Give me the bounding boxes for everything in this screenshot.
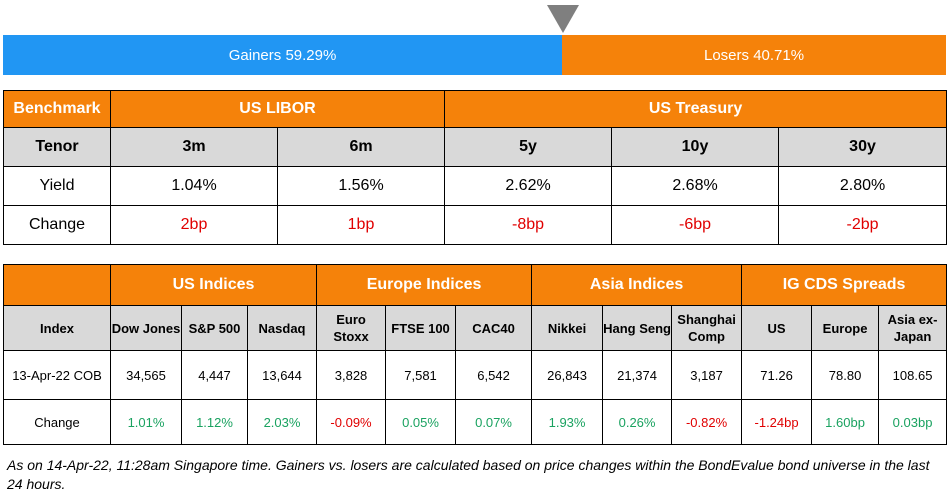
us-indices-header: US Indices <box>109 264 318 306</box>
gainers-label: Gainers 59.29% <box>228 46 337 64</box>
index-change-cell: 0.07% <box>455 399 533 445</box>
index-label: Index <box>3 305 111 351</box>
yield-label: Yield <box>3 166 111 206</box>
index-value-cell: 6,542 <box>455 350 533 400</box>
date-label: 13-Apr-22 COB <box>3 350 111 400</box>
index-value-cell: 108.65 <box>878 350 948 400</box>
index-change-cell: 1.12% <box>181 399 248 445</box>
rate-change-cell: -8bp <box>444 205 613 245</box>
europe-indices-header: Europe Indices <box>316 264 533 306</box>
index-value-cell: 7,581 <box>385 350 457 400</box>
tenor-cell: 3m <box>110 127 278 167</box>
rate-change-cell: -2bp <box>778 205 948 245</box>
index-name-cell: S&P 500 <box>181 305 248 351</box>
yield-cell: 1.56% <box>276 166 446 206</box>
index-change-label: Change <box>3 399 111 445</box>
asia-indices-header: Asia Indices <box>531 264 743 306</box>
index-change-cell: 1.93% <box>531 399 604 445</box>
yield-cell: 2.80% <box>778 166 948 206</box>
benchmark-header: Benchmark <box>3 90 111 128</box>
rates-table: Benchmark US LIBOR US Treasury Tenor 3m … <box>3 90 948 245</box>
index-change-cell: -0.09% <box>316 399 387 445</box>
index-value-cell: 3,828 <box>316 350 387 400</box>
index-change-cell: 1.01% <box>110 399 182 445</box>
change-label: Change <box>3 205 111 245</box>
footnote: As on 14-Apr-22, 11:28am Singapore time.… <box>7 457 930 492</box>
index-name-cell: Europe <box>811 305 880 351</box>
ratio-marker-icon <box>547 5 579 33</box>
index-value-cell: 34,565 <box>110 350 182 400</box>
index-value-cell: 4,447 <box>181 350 248 400</box>
rate-change-cell: 1bp <box>276 205 446 245</box>
index-name-cell: US <box>741 305 813 351</box>
index-value-cell: 71.26 <box>741 350 813 400</box>
index-value-cell: 3,187 <box>671 350 743 400</box>
index-value-cell: 21,374 <box>602 350 673 400</box>
index-change-cell: 2.03% <box>246 399 318 445</box>
losers-segment: Losers 40.71% <box>562 35 946 75</box>
tenor-label: Tenor <box>3 127 111 167</box>
index-change-cell: -0.82% <box>671 399 743 445</box>
gainers-segment: Gainers 59.29% <box>3 35 563 75</box>
index-name-cell: Asia ex-Japan <box>878 305 948 351</box>
index-name-cell: Shanghai Comp <box>671 305 743 351</box>
index-name-cell: Euro Stoxx <box>316 305 387 351</box>
index-name-cell: Nikkei <box>531 305 604 351</box>
cds-spreads-header: IG CDS Spreads <box>741 264 948 306</box>
index-name-cell: CAC40 <box>455 305 533 351</box>
index-name-cell: Dow Jones <box>110 305 182 351</box>
treasury-header: US Treasury <box>444 90 948 128</box>
index-change-cell: 0.05% <box>385 399 457 445</box>
losers-label: Losers 40.71% <box>704 46 805 64</box>
tenor-cell: 10y <box>611 127 780 167</box>
rate-change-cell: -6bp <box>611 205 780 245</box>
tenor-cell: 30y <box>778 127 948 167</box>
index-name-cell: FTSE 100 <box>385 305 457 351</box>
index-change-cell: -1.24bp <box>741 399 813 445</box>
index-corner <box>3 264 111 306</box>
index-name-cell: Nasdaq <box>246 305 318 351</box>
index-change-cell: 0.26% <box>602 399 673 445</box>
rate-change-cell: 2bp <box>110 205 278 245</box>
gainers-losers-bar: Gainers 59.29% Losers 40.71% <box>3 35 946 75</box>
index-change-cell: 0.03bp <box>878 399 948 445</box>
tenor-cell: 5y <box>444 127 613 167</box>
yield-cell: 2.62% <box>444 166 613 206</box>
libor-header: US LIBOR <box>109 90 446 128</box>
tenor-cell: 6m <box>276 127 446 167</box>
index-value-cell: 78.80 <box>811 350 880 400</box>
yield-cell: 2.68% <box>611 166 780 206</box>
index-name-cell: Hang Seng <box>602 305 673 351</box>
index-value-cell: 13,644 <box>246 350 318 400</box>
index-value-cell: 26,843 <box>531 350 604 400</box>
yield-cell: 1.04% <box>110 166 278 206</box>
index-change-cell: 1.60bp <box>811 399 880 445</box>
indices-table: US Indices Europe Indices Asia Indices I… <box>3 264 948 445</box>
